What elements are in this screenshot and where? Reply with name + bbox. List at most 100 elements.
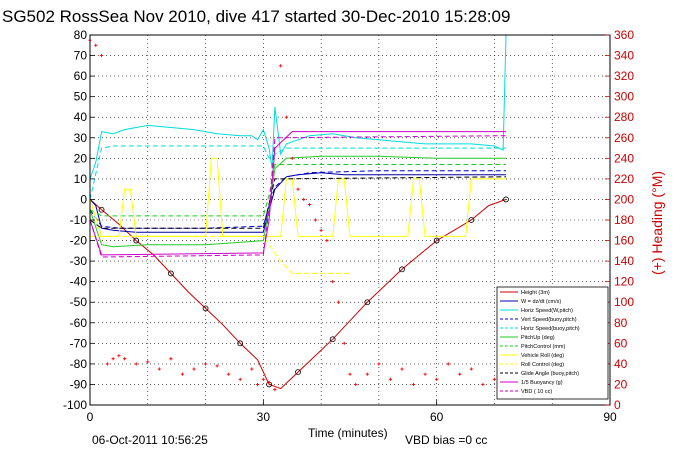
heading-point <box>105 362 109 366</box>
y2-tick-label: 240 <box>614 151 634 165</box>
heading-point <box>123 357 127 361</box>
y-tick-label: -30 <box>70 254 88 268</box>
heading-point <box>336 300 341 304</box>
y-tick-label: 70 <box>74 49 88 63</box>
grid <box>90 35 610 405</box>
y-tick-label: 30 <box>74 131 88 145</box>
heading-point <box>250 367 254 371</box>
vbd-bias-annotation: VBD bias =0 cc <box>405 433 487 447</box>
series-line-glide_angle <box>89 176 507 229</box>
y2-tick-label: 0 <box>614 398 621 412</box>
height-marker <box>399 266 405 273</box>
heading-point <box>435 377 439 381</box>
y2-axis-label: (+) Heading (°M) <box>649 171 665 275</box>
y-tick-label: 0 <box>80 192 87 206</box>
heading-point <box>377 362 381 366</box>
heading-point <box>423 372 427 376</box>
heading-point <box>117 354 121 358</box>
y-tick-label: -70 <box>70 336 88 350</box>
y2-tick-label: 200 <box>614 192 634 206</box>
series-line-pitch_control <box>89 164 506 217</box>
y-tick-label: -20 <box>70 234 88 248</box>
y-tick-label: -10 <box>70 213 88 227</box>
x-tick-label: 30 <box>257 410 271 424</box>
heading-point <box>302 197 306 202</box>
heading-point <box>227 372 231 376</box>
heading-point <box>319 228 323 232</box>
heading-point <box>279 64 283 68</box>
series-group <box>89 34 509 390</box>
y-tick-label: 10 <box>74 172 88 186</box>
y-tick-label: 60 <box>74 69 88 83</box>
heading-point <box>169 357 173 361</box>
y2-tick-label: 280 <box>614 110 634 124</box>
y-axis-left: -100-90-80-70-60-50-40-30-20-10010203040… <box>63 28 95 412</box>
heading-point <box>192 367 196 371</box>
legend-label-horiz_speed: Horiz Speed(W,pitch) <box>521 308 573 314</box>
legend-label-vehicle_roll: Vehicle Roll (deg) <box>521 353 564 359</box>
x-axis: 0 30 60 90 <box>87 400 617 424</box>
heading-point <box>261 377 265 381</box>
y-tick-label: 20 <box>74 151 88 165</box>
y-tick-label: -100 <box>63 398 87 412</box>
heading-point <box>325 238 329 243</box>
heading-point <box>146 360 150 364</box>
y-axis-right: 0 20 40 60 80 100 120 140 160 180 200 220 240 260 280 3… <box>605 28 634 412</box>
heading-point <box>446 362 450 366</box>
legend: Height (3m) W = dz/dt (cm/s) Horiz Speed(W… <box>496 286 609 400</box>
heading-point <box>296 187 300 191</box>
legend-label-roll_control: Roll Control (deg) <box>521 362 564 368</box>
heading-point <box>255 382 260 387</box>
heading-point <box>481 382 485 387</box>
y-tick-label: -40 <box>70 275 88 289</box>
x-tick-label: 0 <box>87 410 94 424</box>
heading-point <box>354 382 358 387</box>
heading-point <box>400 367 404 371</box>
legend-label-w: W = dz/dt (cm/s) <box>521 299 561 305</box>
legend-label-height: Height (3m) <box>521 290 550 296</box>
y-tick-label: -80 <box>70 357 88 371</box>
height-marker <box>133 237 140 244</box>
y2-tick-label: 340 <box>614 49 634 63</box>
y-tick-label: 80 <box>74 28 88 42</box>
heading-point <box>307 202 312 207</box>
y-tick-label: -60 <box>70 316 88 330</box>
y2-tick-label: 40 <box>614 357 628 371</box>
heading-point <box>411 382 416 387</box>
heading-point <box>331 280 335 284</box>
legend-label-glide_angle: Glide Angle (buoy,pitch) <box>521 371 579 377</box>
legend-label-pitch_control: PitchControl (mm) <box>521 344 565 350</box>
heading-point <box>388 377 393 381</box>
heading-point <box>111 357 115 361</box>
series-line-roll_control <box>90 235 350 274</box>
heading-point <box>203 362 208 366</box>
legend-label-vbd: VBD ( 10 cc) <box>521 389 552 395</box>
y2-tick-label: 180 <box>614 213 634 227</box>
y-tick-label: -50 <box>70 295 88 309</box>
y2-tick-label: 260 <box>614 131 634 145</box>
heading-point <box>458 372 462 376</box>
y2-tick-label: 220 <box>614 172 634 186</box>
y-tick-label: -90 <box>70 377 88 391</box>
y2-tick-label: 80 <box>614 316 628 330</box>
series-line-buoyancy <box>89 131 506 256</box>
heading-point <box>99 53 104 58</box>
heading-point <box>365 372 369 376</box>
heading-point <box>273 387 277 392</box>
height-marker <box>468 217 475 223</box>
x-axis-label: Time (minutes) <box>308 426 388 440</box>
legend-label-buoyancy: 1/5 Buoyancy (g) <box>521 380 563 386</box>
heading-point <box>342 341 346 345</box>
heading-point <box>290 156 294 160</box>
height-marker <box>329 336 336 343</box>
y2-tick-label: 160 <box>614 234 634 248</box>
heading-point <box>492 377 497 381</box>
heading-point <box>180 372 185 376</box>
height-marker <box>433 237 440 244</box>
legend-label-horiz_speed_model: Horiz Speed(buoy,pitch) <box>521 326 580 332</box>
heading-point <box>94 43 98 47</box>
x-tick-label: 60 <box>430 410 444 424</box>
y2-tick-label: 300 <box>614 90 634 104</box>
y-tick-label: 50 <box>74 90 88 104</box>
legend-box <box>496 286 609 400</box>
